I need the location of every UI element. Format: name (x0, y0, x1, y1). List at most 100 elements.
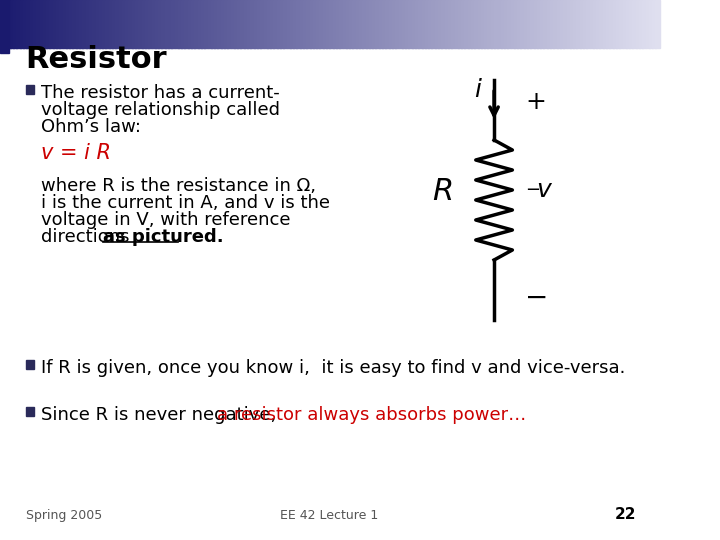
Bar (178, 0, 182, 48)
Bar (26, 360, 34, 369)
Bar (510, 0, 515, 48)
Bar (534, 0, 538, 48)
Bar (109, 0, 113, 48)
Text: Since R is never negative,: Since R is never negative, (41, 406, 282, 424)
Bar (642, 0, 647, 48)
Bar (313, 0, 317, 48)
Bar (464, 0, 469, 48)
Bar (550, 0, 554, 48)
Bar (161, 0, 166, 48)
Bar (247, 0, 251, 48)
Bar (10, 0, 14, 48)
Bar (402, 0, 406, 48)
Bar (19, 0, 24, 48)
Bar (554, 0, 557, 48)
Bar (217, 0, 222, 48)
Bar (69, 0, 73, 48)
Bar (392, 0, 396, 48)
Bar (527, 0, 531, 48)
Bar (221, 0, 225, 48)
Bar (270, 0, 274, 48)
Bar (96, 0, 100, 48)
Bar (557, 0, 561, 48)
Bar (441, 0, 446, 48)
Bar (0, 0, 9, 53)
Bar (17, 0, 21, 48)
Bar (105, 0, 109, 48)
Bar (372, 0, 377, 48)
Bar (40, 0, 44, 48)
Bar (399, 0, 402, 48)
Bar (494, 0, 498, 48)
Bar (30, 0, 34, 48)
Bar (132, 0, 136, 48)
Bar (546, 0, 551, 48)
Bar (356, 0, 360, 48)
Bar (151, 0, 156, 48)
Bar (477, 0, 482, 48)
Bar (616, 0, 620, 48)
Bar (570, 0, 574, 48)
Bar (560, 0, 564, 48)
Bar (207, 0, 212, 48)
Bar (6, 0, 11, 48)
Bar (521, 0, 525, 48)
Text: v: v (536, 178, 551, 202)
Bar (517, 0, 521, 48)
Bar (320, 0, 324, 48)
Text: Spring 2005: Spring 2005 (26, 509, 102, 522)
Bar (487, 0, 492, 48)
Bar (352, 0, 356, 48)
Bar (82, 0, 86, 48)
Bar (507, 0, 511, 48)
Bar (590, 0, 594, 48)
Bar (498, 0, 502, 48)
Bar (491, 0, 495, 48)
Bar (204, 0, 208, 48)
Bar (228, 0, 231, 48)
Bar (577, 0, 580, 48)
Bar (234, 0, 238, 48)
Bar (280, 0, 284, 48)
Bar (362, 0, 366, 48)
Bar (138, 0, 143, 48)
Bar (504, 0, 508, 48)
Bar (119, 0, 123, 48)
Bar (468, 0, 472, 48)
Bar (155, 0, 159, 48)
Bar (244, 0, 248, 48)
Bar (636, 0, 640, 48)
Bar (251, 0, 255, 48)
Bar (382, 0, 387, 48)
Bar (567, 0, 571, 48)
Bar (606, 0, 611, 48)
Bar (343, 0, 347, 48)
Text: Resistor: Resistor (26, 45, 167, 74)
Bar (336, 0, 340, 48)
Bar (326, 0, 330, 48)
Bar (42, 0, 47, 48)
Text: as pictured.: as pictured. (104, 228, 224, 246)
Bar (293, 0, 297, 48)
Bar (484, 0, 488, 48)
Text: voltage in V, with reference: voltage in V, with reference (41, 211, 291, 229)
Bar (623, 0, 626, 48)
Bar (471, 0, 475, 48)
Bar (188, 0, 192, 48)
Bar (431, 0, 436, 48)
Bar (649, 0, 653, 48)
Bar (632, 0, 636, 48)
Bar (194, 0, 199, 48)
Bar (596, 0, 600, 48)
Text: voltage relationship called: voltage relationship called (41, 101, 280, 119)
Bar (211, 0, 215, 48)
Bar (240, 0, 245, 48)
Bar (395, 0, 400, 48)
Bar (323, 0, 327, 48)
Text: a resistor always absorbs power…: a resistor always absorbs power… (217, 406, 526, 424)
Bar (537, 0, 541, 48)
Bar (158, 0, 162, 48)
Bar (76, 0, 80, 48)
Bar (297, 0, 301, 48)
Bar (306, 0, 310, 48)
